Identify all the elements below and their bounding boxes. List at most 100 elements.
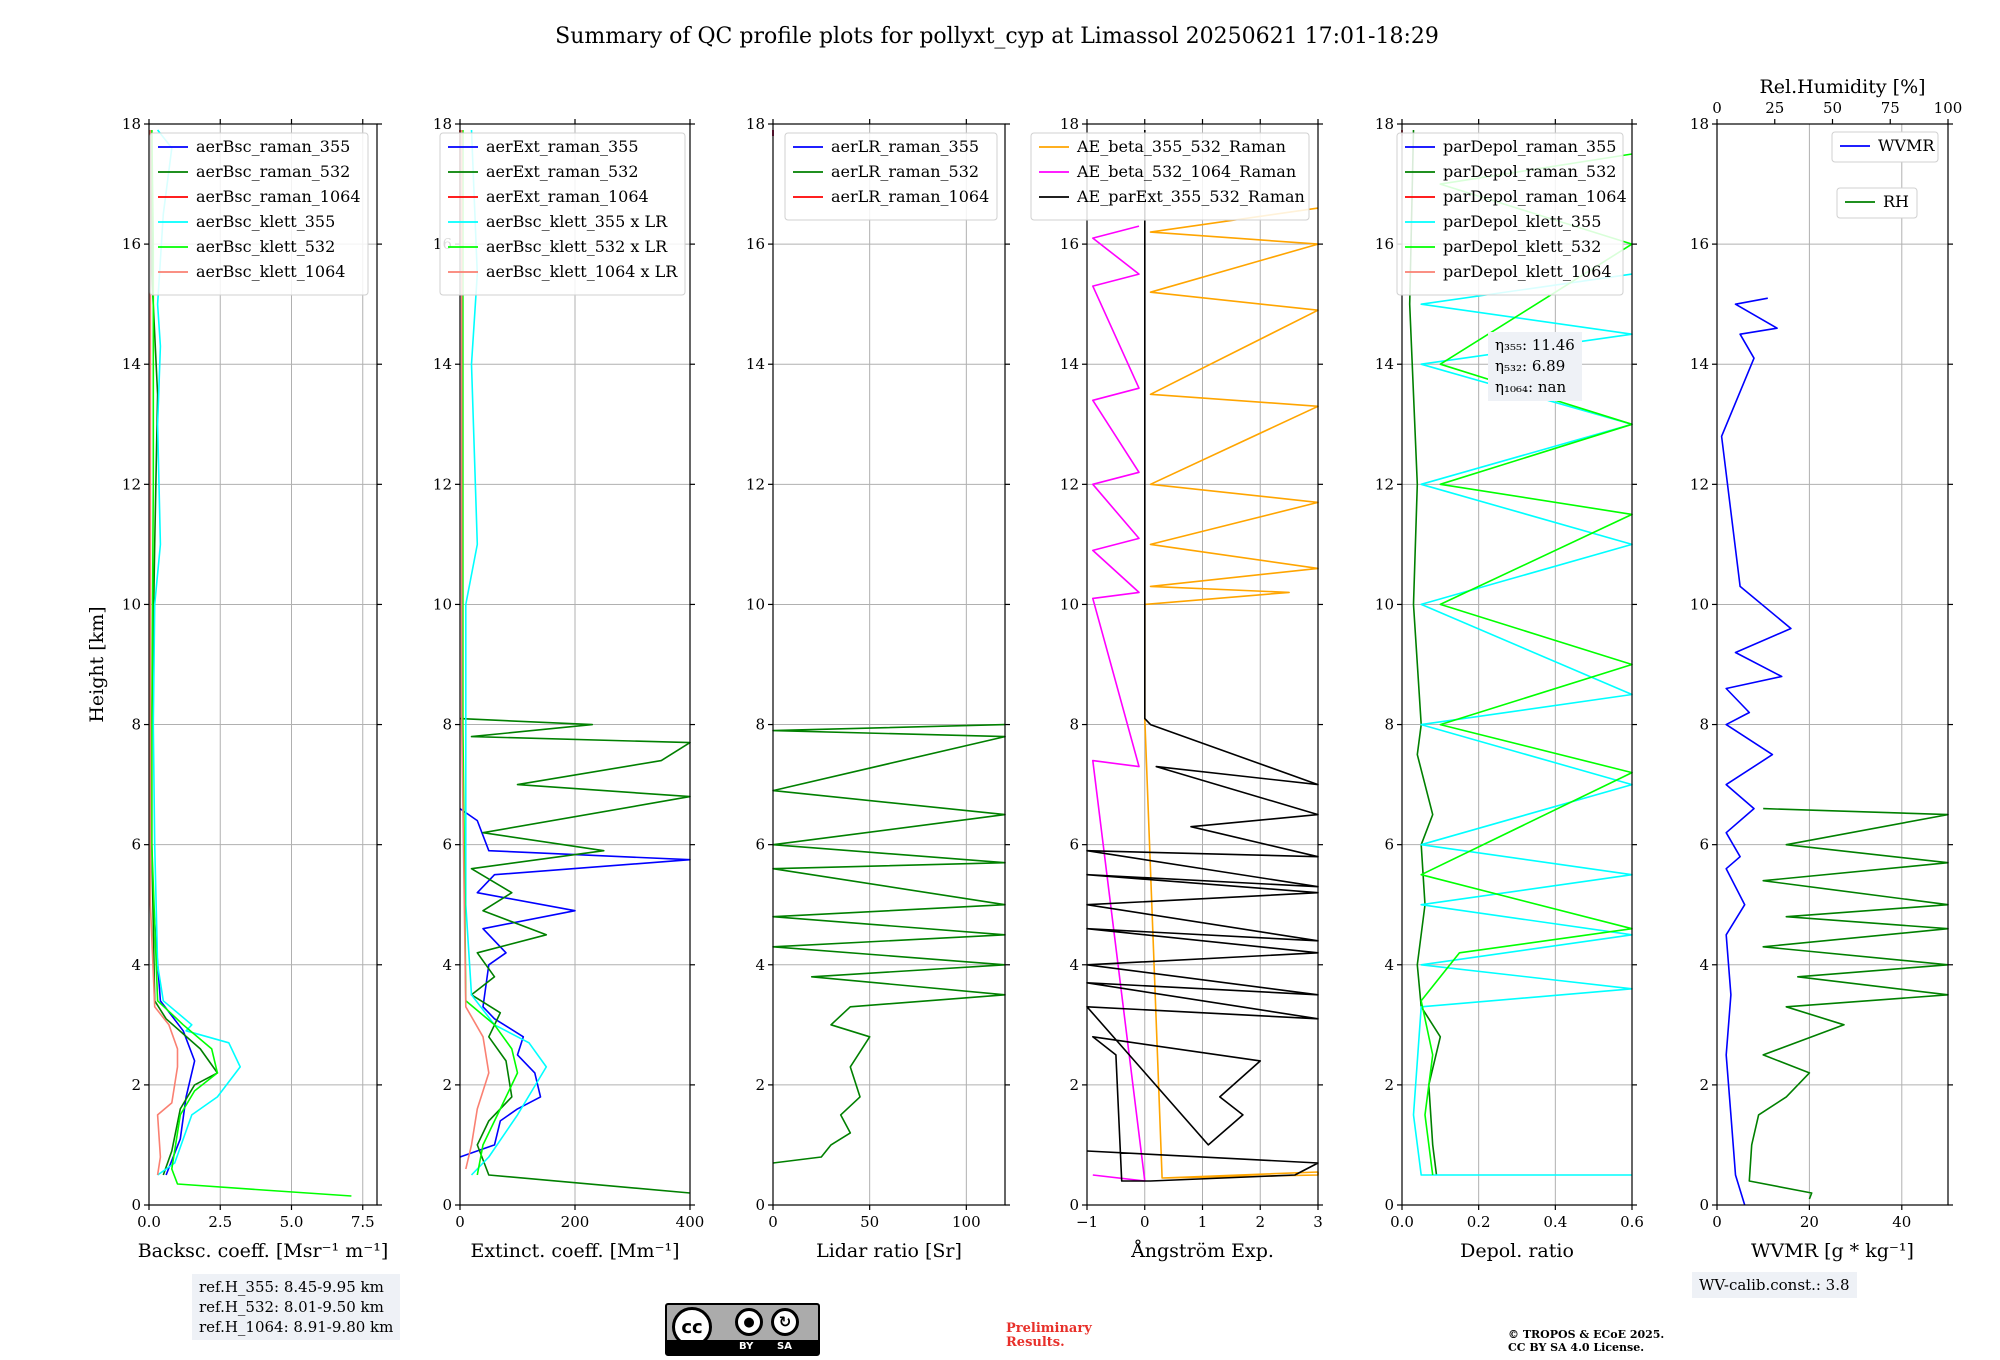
legend-label: aerBsc_klett_532 xyxy=(196,237,335,256)
y-tick-label: 14 xyxy=(746,355,765,373)
x-tick-label: 100 xyxy=(952,1213,981,1231)
y-tick-label: 10 xyxy=(122,595,141,613)
x-axis-label: Extinct. coeff. [Mm⁻¹] xyxy=(470,1240,679,1262)
series-line-ae-parext-355-532-raman xyxy=(1086,130,1319,1182)
y-tick-label: 4 xyxy=(131,956,141,974)
x-tick-label: 1 xyxy=(1198,1213,1208,1231)
series-line-wvmr xyxy=(1720,297,1792,1206)
cc-sa-label: SA xyxy=(777,1341,792,1352)
legend-label: AE_parExt_355_532_Raman xyxy=(1076,187,1305,206)
y-tick-label: 18 xyxy=(433,115,452,133)
legend: aerLR_raman_355 aerLR_raman_532 aerLR_rama… xyxy=(784,132,998,221)
legend-label: aerExt_raman_355 xyxy=(486,137,639,156)
y-tick-label: 10 xyxy=(1060,595,1079,613)
legend-box xyxy=(149,132,369,296)
x-axis-label: Depol. ratio xyxy=(1460,1240,1574,1262)
y-tick-label: 14 xyxy=(1375,355,1394,373)
y-tick-label: 18 xyxy=(1690,115,1709,133)
y-tick-label: 8 xyxy=(131,716,141,734)
y-tick-label: 4 xyxy=(1384,956,1394,974)
y-tick-label: 16 xyxy=(746,235,765,253)
copyright-notice: © TROPOS & ECoE 2025. CC BY SA 4.0 Licen… xyxy=(1508,1328,1665,1354)
legend-label: aerBsc_klett_355 x LR xyxy=(486,212,668,231)
legend-label: aerExt_raman_1064 xyxy=(486,187,649,206)
y-tick-label: 16 xyxy=(1060,235,1079,253)
x-tick-label: 2 xyxy=(1255,1213,1265,1231)
ref-height-355: ref.H_355: 8.45-9.95 km xyxy=(199,1278,384,1296)
legend-box xyxy=(1836,187,1918,219)
y-tick-label: 0 xyxy=(755,1196,765,1214)
series-line-ae-beta-355-532-raman xyxy=(1144,207,1319,1179)
y-tick-label: 2 xyxy=(1069,1076,1079,1094)
y-tick-label: 18 xyxy=(122,115,141,133)
legend-box xyxy=(1831,131,1939,163)
panel-3: 0 2 4 6 8 10 12 14 16 18 0 50 100 Lidar ratio [Sr] aer… xyxy=(746,115,1010,1262)
y-tick-label: 0 xyxy=(131,1196,141,1214)
legend-label: aerLR_raman_532 xyxy=(831,162,979,181)
legend-label: aerBsc_klett_355 xyxy=(196,212,335,231)
x-tick-label: 40 xyxy=(1892,1213,1911,1231)
legend-label: aerBsc_raman_1064 xyxy=(196,187,361,206)
series-line-aerbsc-klett-532 xyxy=(151,129,352,1197)
figure-title: Summary of QC profile plots for pollyxt_… xyxy=(555,24,1439,49)
series-line-aerbsc-klett-355 xyxy=(152,129,241,1176)
y-tick-label: 6 xyxy=(755,836,765,854)
legend-label: parDepol_raman_1064 xyxy=(1443,187,1627,206)
series-line-aerbsc-klett-355-x-lr xyxy=(464,129,548,1176)
y-tick-label: 4 xyxy=(755,956,765,974)
x-tick-label: 0 xyxy=(1140,1213,1150,1231)
x-tick-label: 0.0 xyxy=(1390,1213,1414,1231)
y-tick-label: 4 xyxy=(1699,956,1709,974)
wv-calibration-note: WV-calib.const.: 3.8 xyxy=(1692,1272,1857,1298)
x-axis-label: Lidar ratio [Sr] xyxy=(816,1240,962,1262)
top-x-tick-label: 25 xyxy=(1765,99,1784,117)
legend: aerExt_raman_355 aerExt_raman_532 aerExt_r… xyxy=(439,132,686,296)
y-tick-label: 12 xyxy=(433,475,452,493)
eta-532: η₅₃₂: 6.89 xyxy=(1495,357,1566,375)
y-tick-label: 0 xyxy=(1069,1196,1079,1214)
x-axis-label: Ångström Exp. xyxy=(1130,1240,1274,1262)
y-tick-label: 18 xyxy=(746,115,765,133)
x-tick-label: 0.2 xyxy=(1467,1213,1491,1231)
y-tick-label: 14 xyxy=(433,355,452,373)
top-x-tick-label: 100 xyxy=(1934,99,1963,117)
y-tick-label: 8 xyxy=(1069,716,1079,734)
y-tick-label: 8 xyxy=(1699,716,1709,734)
series-line-aerext-raman-355 xyxy=(459,807,691,1158)
legend-label: parDepol_klett_1064 xyxy=(1443,262,1612,281)
panel-1: 0 2 4 6 8 10 12 14 16 18 0.0 2.5 5.0 7.5 Backsc. coeff… xyxy=(86,115,388,1262)
y-tick-label: 0 xyxy=(1384,1196,1394,1214)
y-tick-label: 4 xyxy=(442,956,452,974)
x-tick-label: 5.0 xyxy=(280,1213,304,1231)
legend-label: aerBsc_klett_1064 xyxy=(196,262,345,281)
y-tick-label: 18 xyxy=(1375,115,1394,133)
legend-box xyxy=(439,132,686,296)
series-line-aerbsc-klett-532-x-lr xyxy=(462,130,519,1176)
legend-label: aerBsc_raman_355 xyxy=(196,137,350,156)
y-tick-label: 10 xyxy=(1690,595,1709,613)
legend-label: aerExt_raman_532 xyxy=(486,162,639,181)
y-tick-label: 2 xyxy=(131,1076,141,1094)
panel-2: 0246810121416180200400Extinct. coeff. [M… xyxy=(433,115,704,1262)
legend-label: parDepol_klett_355 xyxy=(1443,212,1601,231)
y-tick-label: 2 xyxy=(442,1076,452,1094)
y-tick-label: 6 xyxy=(442,836,452,854)
y-tick-label: 6 xyxy=(1069,836,1079,854)
legend-label: parDepol_raman_355 xyxy=(1443,137,1616,156)
y-tick-label: 14 xyxy=(1060,355,1079,373)
x-axis-label: WVMR [g * kg⁻¹] xyxy=(1751,1240,1914,1262)
legend-label: WVMR xyxy=(1878,136,1935,155)
legend-label: aerLR_raman_1064 xyxy=(831,187,989,206)
y-tick-label: 12 xyxy=(1690,475,1709,493)
legend-label: AE_beta_355_532_Raman xyxy=(1076,137,1286,156)
ref-height-1064: ref.H_1064: 8.91-9.80 km xyxy=(199,1318,394,1336)
reference-height-note: ref.H_355: 8.45-9.95 km ref.H_532: 8.01-… xyxy=(192,1274,401,1340)
top-x-axis-label: Rel.Humidity [%] xyxy=(1759,76,1925,98)
cc-by-label: BY xyxy=(739,1341,754,1352)
legend: parDepol_raman_355 parDepol_raman_532 parD… xyxy=(1396,132,1627,296)
wv-calib-const: WV-calib.const.: 3.8 xyxy=(1699,1276,1850,1294)
top-x-tick-label: 50 xyxy=(1823,99,1842,117)
